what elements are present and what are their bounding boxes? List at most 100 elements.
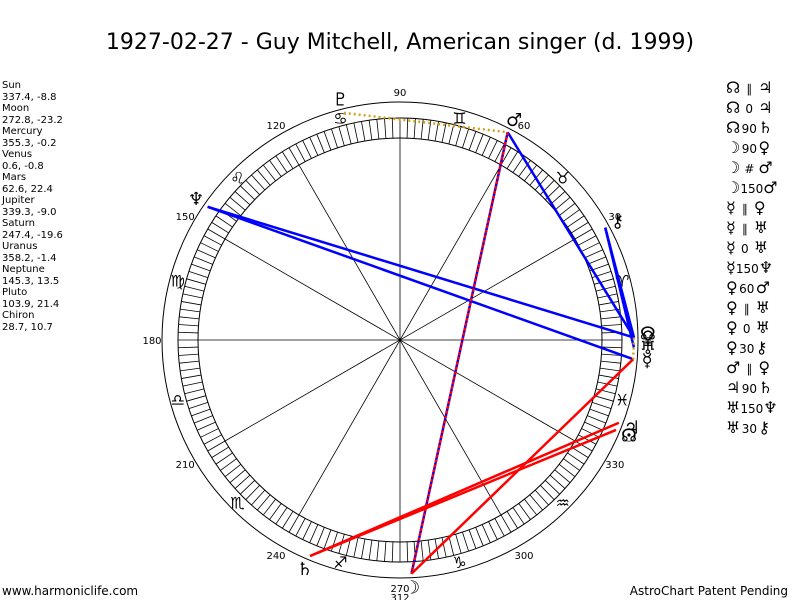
degree-tick (601, 324, 622, 327)
planet-coords-uranus: 358.2, -1.4 (2, 252, 57, 264)
degree-tick (595, 388, 616, 395)
aspect-row: ☽90♀ (726, 138, 778, 158)
degree-tick (413, 118, 416, 139)
aspect-line-pluto-mars (343, 111, 508, 134)
degree-tick (427, 120, 432, 141)
degree-tick (251, 174, 266, 191)
degree-tick (589, 408, 609, 417)
degree-tick (598, 301, 619, 306)
planet-coords-saturn: 247.4, -19.6 (2, 229, 63, 241)
degree-tick (441, 122, 447, 143)
footer-website[interactable]: www.harmoniclife.com (2, 584, 139, 598)
degree-label: 0 (645, 336, 651, 347)
degree-tick (178, 346, 199, 349)
aspect-planet2-glyph: ♅ (753, 218, 769, 237)
aspect-row: ♀ 0 ♅ (726, 318, 778, 338)
aspect-planet2-glyph: ♀ (758, 358, 771, 377)
degree-tick (462, 128, 469, 149)
planet-name-mercury: Mercury (2, 126, 43, 137)
aspect-planet2-glyph: ♄ (758, 378, 773, 397)
aspect-planet2-glyph: ♅ (755, 318, 771, 337)
jupiter-glyph: ♃ (624, 418, 640, 439)
degree-tick (345, 124, 352, 145)
degree-tick (288, 147, 300, 166)
degree-tick (180, 367, 201, 372)
planet-name-sun: Sun (2, 80, 22, 91)
degree-tick (361, 538, 366, 559)
aspect-row: ☊90♄ (726, 118, 778, 138)
planet-position-list: Sun 337.4, -8.8 Moon 272.8, -23.2 Mercury 355… (2, 80, 63, 333)
degree-tick (178, 353, 199, 356)
aspect-planet1-glyph: ♅ (726, 398, 741, 417)
degree-tick (599, 367, 620, 372)
degree-tick (234, 191, 251, 206)
aspect-row: ♃90♄ (726, 378, 778, 398)
degree-tick (488, 521, 498, 540)
degree-tick (186, 278, 206, 285)
degree-tick (331, 128, 338, 149)
zodiac-taurus-glyph: ♉ (555, 168, 569, 187)
zodiac-leo-glyph: ♌ (230, 168, 244, 187)
degree-tick (200, 242, 219, 252)
degree-tick (594, 278, 614, 285)
degree-tick (475, 134, 484, 153)
degree-tick (245, 180, 260, 195)
degree-tick (524, 164, 537, 182)
aspect-planet2-glyph: ⚷ (755, 338, 768, 357)
aspect-planet1-glyph: ☿ (726, 238, 736, 257)
degree-tick (207, 228, 226, 240)
degree-tick (323, 529, 332, 549)
aspect-type: 0 (742, 322, 751, 336)
moon-glyph: ☽ (404, 578, 420, 599)
degree-tick (455, 126, 462, 146)
degree-tick (353, 122, 359, 143)
node2-glyph: ☊ (621, 425, 637, 446)
planet-name-neptune: Neptune (2, 264, 45, 275)
aspect-planet1-glyph: ☿ (726, 218, 736, 237)
degree-tick (448, 124, 455, 145)
degree-tick (601, 346, 622, 349)
degree-tick (584, 249, 603, 259)
degree-tick (455, 534, 462, 554)
degree-tick (545, 480, 560, 495)
degree-tick (178, 331, 199, 334)
zodiac-scorpio-glyph: ♏ (230, 494, 244, 513)
aspect-row: ☽ # ♂ (726, 158, 778, 178)
degree-tick (234, 474, 251, 489)
degree-tick (494, 143, 505, 162)
degree-tick (224, 464, 242, 477)
degree-tick (391, 118, 394, 139)
planet-coords-venus: 0.6, -0.8 (2, 160, 44, 172)
degree-tick (181, 301, 202, 306)
zodiac-libra-glyph: ♎ (171, 391, 185, 410)
aspect-type: ∥ (741, 202, 748, 216)
bottom-value: 312 (390, 593, 409, 600)
uranus-glyph: ♅ (640, 338, 656, 359)
degree-label: 270 (390, 584, 409, 595)
degree-tick (295, 518, 306, 537)
degree-tick (500, 514, 512, 533)
zodiac-aquarius-glyph: ♒ (555, 494, 569, 513)
degree-tick (178, 324, 199, 327)
zodiac-capricorn-glyph: ♑ (452, 553, 466, 572)
aspect-planet2-glyph: ♄ (758, 118, 773, 137)
aspect-row: ☊ ∥ ♃ (726, 78, 778, 98)
degree-tick (275, 507, 288, 525)
degree-tick (316, 527, 325, 546)
planet-coords-sun: 337.4, -8.8 (2, 91, 57, 103)
degree-tick (338, 126, 345, 146)
aspect-row: ☿ ∥ ♀ (726, 198, 778, 218)
aspect-line-saturn-jupiter (309, 421, 620, 558)
planet-coords-mars: 62.6, 22.4 (2, 183, 53, 195)
degree-tick (540, 180, 555, 195)
degree-label: 210 (176, 460, 195, 471)
aspect-planet2-glyph: ♂ (758, 158, 773, 177)
degree-tick (448, 535, 455, 556)
degree-tick (194, 256, 213, 265)
degree-tick (184, 285, 205, 292)
aspect-type: # (744, 162, 755, 176)
aspect-planet2-glyph: ♅ (753, 238, 769, 257)
planet-coords-moon: 272.8, -23.2 (2, 114, 63, 126)
aspect-line-mars-moon (410, 131, 509, 574)
degree-tick (353, 537, 359, 558)
